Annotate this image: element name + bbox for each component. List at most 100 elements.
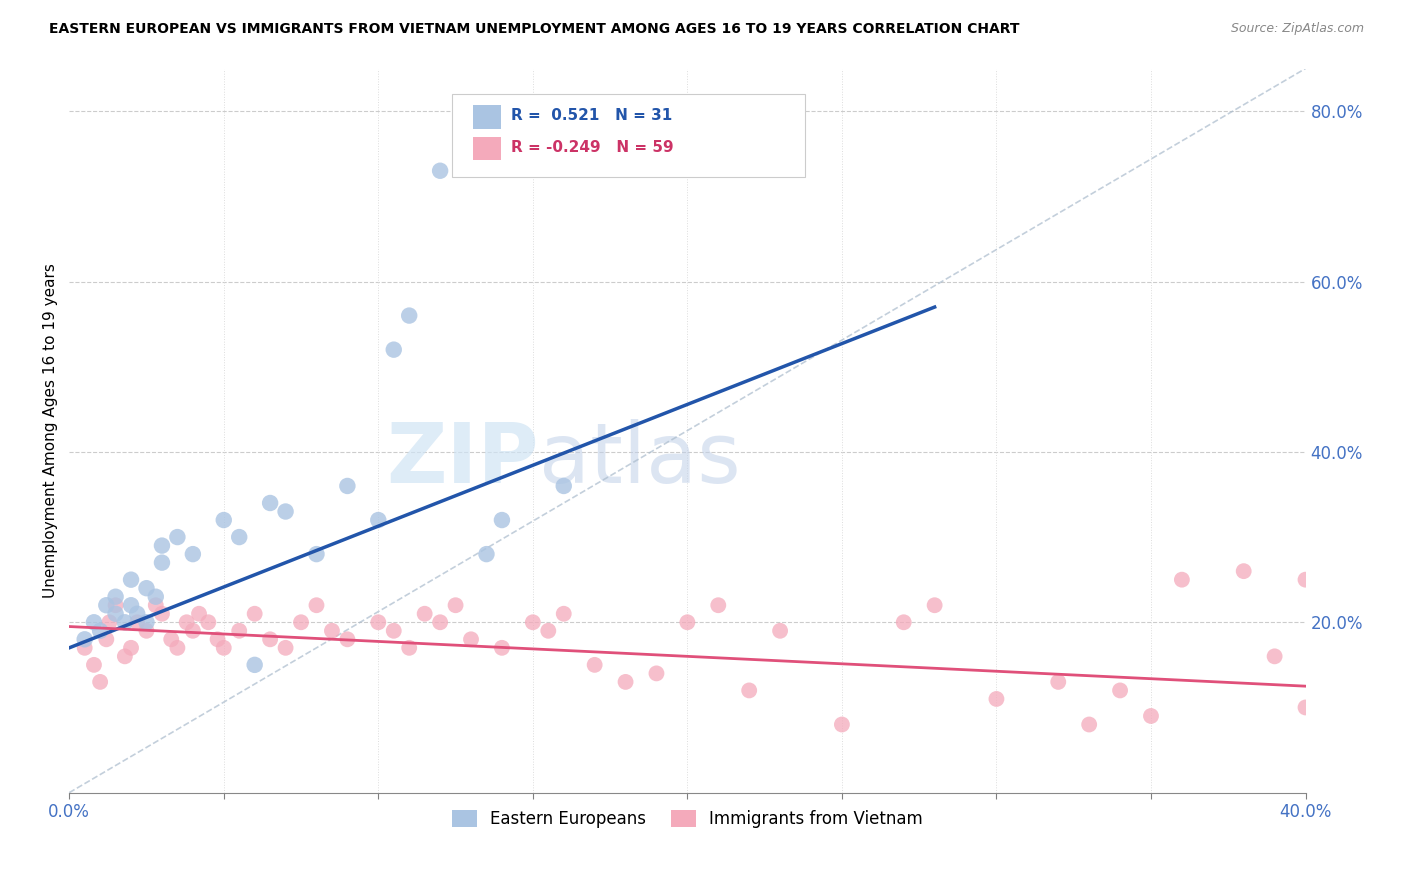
Point [104, 607, 127, 621]
Point [259, 496, 281, 510]
Point [98, 615, 121, 630]
Point [305, 547, 328, 561]
Point [491, 513, 513, 527]
Point [367, 513, 389, 527]
Point [160, 632, 183, 647]
Point [166, 530, 188, 544]
Point [398, 309, 420, 323]
Point [1140, 709, 1163, 723]
Text: ZIP: ZIP [387, 419, 538, 500]
Point [83, 657, 105, 672]
Point [114, 615, 136, 630]
Point [89, 674, 111, 689]
Point [1047, 674, 1070, 689]
Point [1295, 573, 1317, 587]
Point [120, 640, 142, 655]
Point [243, 657, 266, 672]
Point [274, 640, 297, 655]
Point [120, 573, 142, 587]
Point [1109, 683, 1132, 698]
Y-axis label: Unemployment Among Ages 16 to 19 years: Unemployment Among Ages 16 to 19 years [44, 263, 58, 598]
Point [290, 615, 312, 630]
Point [145, 599, 167, 613]
Point [259, 632, 281, 647]
Point [166, 640, 188, 655]
Point [475, 547, 498, 561]
Point [181, 624, 204, 638]
Point [150, 539, 173, 553]
Point [197, 615, 219, 630]
Point [553, 607, 575, 621]
Point [413, 607, 436, 621]
Point [924, 599, 946, 613]
Point [738, 683, 761, 698]
Point [181, 547, 204, 561]
Point [228, 530, 250, 544]
Point [83, 615, 105, 630]
Point [491, 640, 513, 655]
Point [135, 581, 157, 595]
Point [460, 632, 482, 647]
Point [212, 513, 235, 527]
Text: R =  0.521   N = 31: R = 0.521 N = 31 [510, 108, 672, 123]
Point [1171, 573, 1194, 587]
Point [96, 632, 118, 647]
FancyBboxPatch shape [474, 137, 501, 161]
Point [522, 615, 544, 630]
Point [114, 649, 136, 664]
Point [120, 599, 142, 613]
Text: Source: ZipAtlas.com: Source: ZipAtlas.com [1230, 22, 1364, 36]
Point [104, 590, 127, 604]
Point [1233, 564, 1256, 578]
Point [614, 674, 637, 689]
Point [367, 615, 389, 630]
Text: atlas: atlas [538, 419, 741, 500]
FancyBboxPatch shape [453, 94, 804, 178]
Point [73, 640, 96, 655]
Text: R = -0.249   N = 59: R = -0.249 N = 59 [510, 140, 673, 155]
Point [89, 624, 111, 638]
Point [96, 599, 118, 613]
Point [212, 640, 235, 655]
Legend: Eastern Europeans, Immigrants from Vietnam: Eastern Europeans, Immigrants from Vietn… [446, 804, 929, 835]
Point [188, 607, 211, 621]
Point [398, 640, 420, 655]
Point [1078, 717, 1101, 731]
Point [135, 624, 157, 638]
Point [135, 615, 157, 630]
Point [986, 692, 1008, 706]
Point [150, 607, 173, 621]
Point [1264, 649, 1286, 664]
Point [104, 599, 127, 613]
Point [831, 717, 853, 731]
Point [336, 479, 359, 493]
Point [769, 624, 792, 638]
Point [336, 632, 359, 647]
Point [127, 607, 149, 621]
Point [382, 624, 405, 638]
Point [73, 632, 96, 647]
Point [321, 624, 343, 638]
Point [444, 599, 467, 613]
Point [1295, 700, 1317, 714]
Point [429, 615, 451, 630]
Point [228, 624, 250, 638]
Point [537, 624, 560, 638]
Point [145, 590, 167, 604]
Point [382, 343, 405, 357]
Point [274, 504, 297, 518]
Point [127, 615, 149, 630]
Text: EASTERN EUROPEAN VS IMMIGRANTS FROM VIETNAM UNEMPLOYMENT AMONG AGES 16 TO 19 YEA: EASTERN EUROPEAN VS IMMIGRANTS FROM VIET… [49, 22, 1019, 37]
Point [150, 556, 173, 570]
Point [707, 599, 730, 613]
Point [243, 607, 266, 621]
Point [429, 163, 451, 178]
Point [305, 599, 328, 613]
Point [893, 615, 915, 630]
FancyBboxPatch shape [474, 105, 501, 128]
Point [207, 632, 229, 647]
Point [553, 479, 575, 493]
Point [176, 615, 198, 630]
Point [583, 657, 606, 672]
Point [676, 615, 699, 630]
